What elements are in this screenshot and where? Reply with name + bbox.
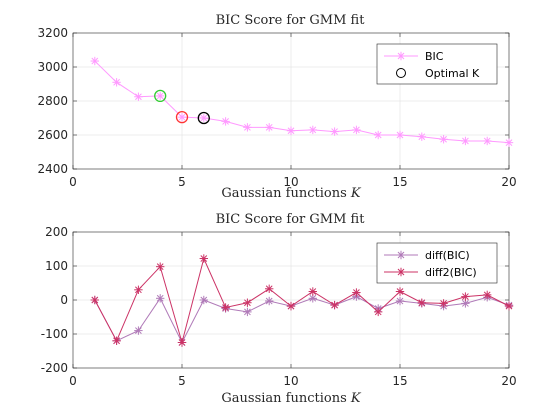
data-point-diff-bic	[243, 307, 252, 317]
data-point-bic	[134, 92, 143, 101]
legend: BIC Optimal K	[376, 43, 498, 85]
y-tick-label: -200	[41, 361, 68, 375]
x-tick-label: 5	[178, 374, 186, 388]
data-point-bic	[90, 56, 99, 66]
data-point-bic	[265, 123, 274, 132]
data-point-diff2-bic	[221, 303, 230, 312]
x-tick-label: 20	[501, 175, 516, 189]
data-point-diff-bic	[199, 295, 208, 305]
data-point-diff-bic	[265, 296, 274, 306]
data-point-diff2-bic	[417, 298, 426, 307]
x-tick-label: 20	[501, 374, 516, 388]
legend-bic-marker	[396, 51, 406, 61]
legend-label-optimal-k: Optimal K	[425, 67, 480, 80]
data-point-diff-bic	[134, 326, 143, 335]
data-point-bic	[483, 136, 492, 146]
data-point-diff-bic	[156, 294, 165, 303]
legend: diff(BIC) diff2(BIC)	[376, 242, 498, 284]
y-tick-label: 100	[45, 259, 68, 273]
legend-bic-asterisk	[396, 51, 406, 61]
data-point-bic	[308, 125, 317, 135]
data-point-bic	[177, 112, 187, 122]
tick-labels: 0 5 10 15 20 -200 -100 0 100 200	[41, 225, 517, 388]
data-point-bic	[221, 117, 230, 126]
bic-chart: BIC Score for GMM fit 0 5 10 15 20 2400 2600 28…	[37, 13, 516, 201]
y-tick-label: 2800	[37, 94, 68, 108]
y-tick-label: -100	[41, 327, 68, 341]
data-point-diff2-bic	[265, 284, 274, 293]
optimal-k-marker	[175, 111, 189, 124]
data-point-bic	[374, 130, 383, 140]
legend-diff-marker	[396, 250, 406, 260]
data-point-diff2-bic	[330, 300, 339, 310]
chart-title: BIC Score for GMM fit	[216, 13, 366, 28]
optimal-k-marker	[197, 111, 210, 125]
x-tick-label: 15	[392, 175, 407, 189]
y-tick-label: 0	[60, 293, 68, 307]
data-layer	[90, 56, 514, 147]
data-point-diff2-bic	[461, 292, 470, 301]
legend-diff2-marker	[396, 267, 406, 277]
data-point-diff2-bic	[439, 299, 448, 308]
optimal-k-marker	[154, 89, 167, 103]
data-point-bic	[286, 126, 296, 135]
data-point-diff2-bic	[483, 290, 492, 300]
data-point-bic	[395, 130, 405, 140]
legend-label-diff2: diff2(BIC)	[425, 266, 477, 279]
x-tick-label: 0	[69, 175, 77, 189]
legend-label-diff: diff(BIC)	[425, 249, 470, 262]
data-point-diff2-bic	[286, 301, 296, 311]
legend-optimal-k-marker	[396, 68, 406, 78]
data-point-diff2-bic	[504, 301, 514, 311]
data-point-bic	[112, 78, 121, 87]
data-point-bic	[199, 113, 208, 123]
data-point-diff2-bic	[90, 295, 99, 305]
data-point-diff2-bic	[395, 287, 405, 296]
x-tick-label: 15	[392, 374, 407, 388]
data-point-diff2-bic	[134, 285, 143, 294]
data-point-diff2-bic	[308, 287, 317, 296]
data-point-bic	[243, 123, 252, 132]
y-tick-label: 2600	[37, 128, 68, 142]
data-point-bic	[417, 132, 426, 141]
legend-box	[376, 242, 498, 284]
data-point-diff-bic	[395, 296, 405, 306]
diff-bic-chart: BIC Score for GMM fit 0 5 10 15 20 -200 -100 0 1…	[41, 212, 517, 406]
data-point-diff2-bic	[177, 338, 187, 347]
x-tick-label: 10	[283, 374, 298, 388]
x-tick-label: 0	[69, 374, 77, 388]
y-tick-label: 200	[45, 225, 68, 239]
x-axis-label: Gaussian functions K	[221, 186, 362, 201]
x-tick-label: 5	[178, 175, 186, 189]
legend-box	[376, 43, 498, 85]
data-point-bic	[504, 138, 514, 147]
data-point-diff2-bic	[243, 298, 252, 307]
y-tick-label: 2400	[37, 162, 68, 176]
data-point-diff2-bic	[112, 336, 121, 345]
data-point-bic	[352, 125, 361, 135]
data-point-bic	[461, 136, 470, 146]
data-point-bic	[156, 91, 165, 101]
x-tick-label: 10	[283, 175, 298, 189]
grid	[73, 232, 509, 368]
legend-diff2-asterisk	[396, 267, 406, 277]
data-point-bic	[439, 135, 448, 144]
x-axis-label: Gaussian functions K	[221, 391, 362, 406]
data-layer	[90, 254, 514, 347]
data-point-diff2-bic	[199, 254, 208, 263]
data-point-diff2-bic	[374, 307, 383, 317]
y-tick-label: 3200	[37, 26, 68, 40]
tick-labels: 0 5 10 15 20 2400 2600 2800 3000 3200	[37, 26, 516, 189]
data-point-diff2-bic	[352, 288, 361, 297]
legend-label-bic: BIC	[425, 50, 444, 63]
chart-title: BIC Score for GMM fit	[216, 212, 366, 227]
legend-diff-asterisk	[396, 250, 406, 260]
data-point-diff2-bic	[156, 262, 165, 271]
data-point-bic	[330, 127, 339, 136]
y-tick-label: 3000	[37, 60, 68, 74]
